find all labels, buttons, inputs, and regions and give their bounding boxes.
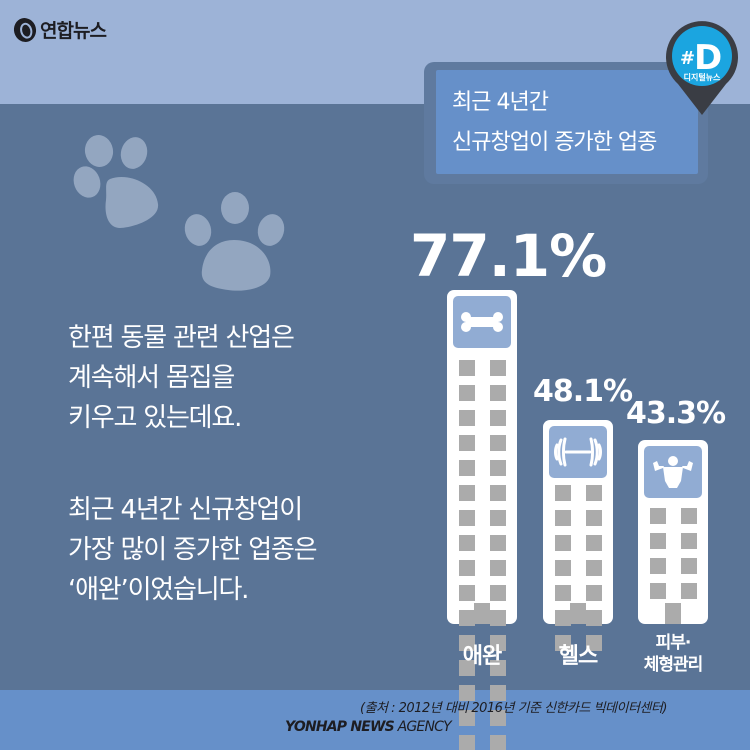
bar-pets: [447, 290, 517, 750]
agency-wordmark: YONHAP NEWS AGENCY: [285, 719, 452, 735]
title-line-1: 최근 4년간: [452, 90, 549, 115]
svg-text:디지털뉴스: 디지털뉴스: [684, 72, 721, 82]
category-label-fitness: 헬스: [558, 644, 598, 669]
category-label-pets: 애완: [462, 644, 502, 669]
agency-bold: YONHAP NEWS: [285, 719, 395, 735]
svg-text:#: #: [680, 48, 695, 69]
bar-skin-body-care: [638, 440, 708, 624]
building-door: [665, 603, 681, 624]
category-label-skin-body: 피부· 체형관리: [628, 632, 718, 676]
footer-band: [0, 690, 750, 750]
paragraph-2: 최근 4년간 신규창업이 가장 많이 증가한 업종은 ‘애완’이었습니다.: [68, 490, 318, 610]
paragraph-2-line-3: ‘애완’이었습니다.: [68, 575, 249, 605]
dumbbell-icon-tile: [549, 426, 607, 478]
category-label-skin-body-line-1: 피부·: [655, 633, 692, 653]
yonhap-logo-icon: [11, 15, 39, 44]
building-windows: [638, 508, 708, 599]
agency-light: AGENCY: [393, 719, 452, 735]
title-line-2: 신규창업이 증가한 업종: [452, 130, 657, 155]
paragraph-1-line-3: 키우고 있는데요.: [68, 403, 242, 433]
building-windows: [447, 360, 517, 750]
dumbbell-icon: [554, 437, 602, 467]
paragraph-2-line-1: 최근 4년간 신규창업이: [68, 495, 303, 525]
paragraph-2-line-2: 가장 많이 증가한 업종은: [68, 535, 318, 565]
source-note: (출처 : 2012년 대비 2016년 기준 신한카드 빅데이터센터): [360, 701, 667, 716]
muscle-man-icon-tile: [644, 446, 702, 498]
bar-fitness: [543, 420, 613, 651]
digital-news-pin-icon: # D 디지털뉴스: [666, 21, 738, 116]
building-door: [474, 603, 490, 624]
paw-prints-icon: [73, 135, 285, 291]
bone-icon-tile: [453, 296, 511, 348]
logo-text: 연합뉴스: [40, 20, 107, 42]
bone-icon: [461, 312, 503, 332]
value-label-skin-body: 43.3%: [626, 396, 726, 431]
paragraph-1: 한편 동물 관련 산업은 계속해서 몸집을 키우고 있는데요.: [68, 318, 295, 438]
category-label-skin-body-line-2: 체형관리: [643, 655, 704, 675]
yonhap-logo: 연합뉴스: [11, 15, 107, 44]
paragraph-1-line-1: 한편 동물 관련 산업은: [68, 323, 295, 353]
building-windows: [543, 485, 613, 651]
title-box: 최근 4년간 신규창업이 증가한 업종: [436, 70, 698, 174]
muscle-man-icon: [653, 456, 693, 488]
svg-text:D: D: [694, 38, 722, 78]
value-label-pets: 77.1%: [410, 222, 607, 290]
paragraph-1-line-2: 계속해서 몸집을: [68, 363, 235, 393]
value-label-fitness: 48.1%: [533, 374, 633, 409]
building-door: [570, 603, 586, 624]
